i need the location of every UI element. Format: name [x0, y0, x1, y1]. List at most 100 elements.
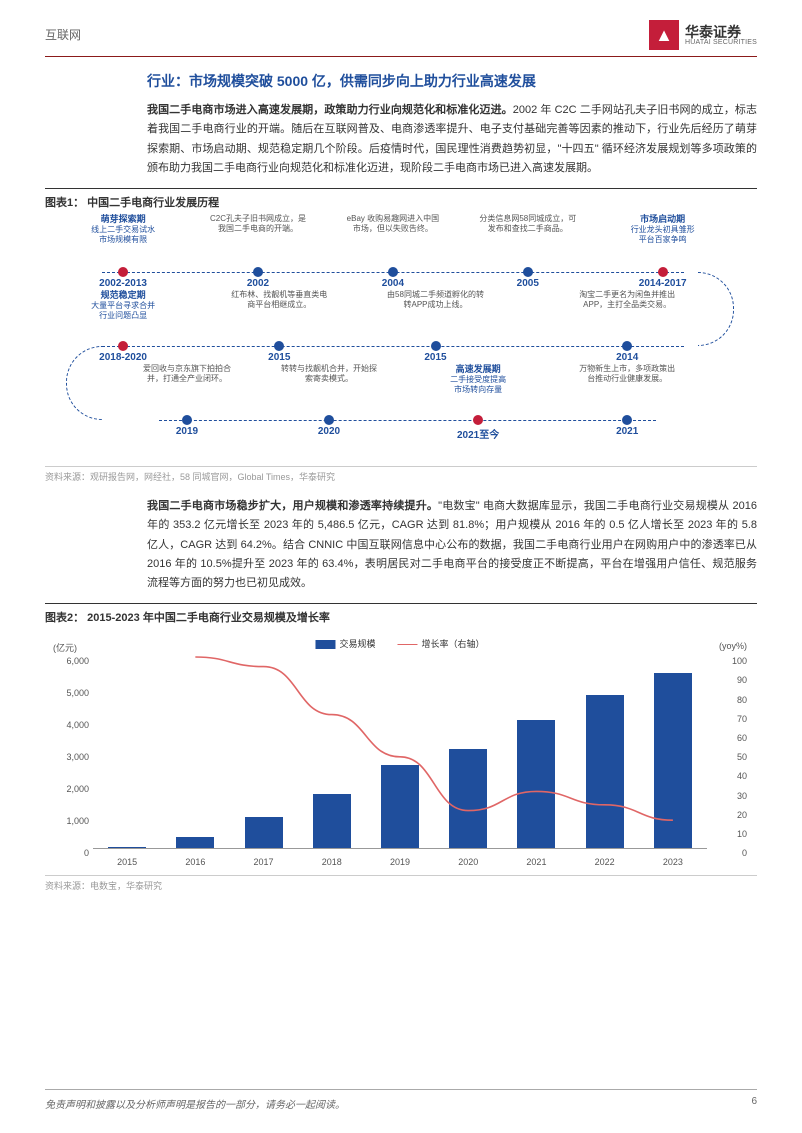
timeline-phase-sub: 线上二手交易试水 [73, 225, 173, 235]
timeline-node: 萌芽探索期线上二手交易试水市场规模有限 [73, 214, 173, 245]
timeline-node: 高速发展期二手接受度提高市场转向存量 [428, 364, 528, 395]
timeline-year-label: 2002 [208, 278, 308, 289]
timeline-year: 2015 [229, 350, 329, 363]
brand-logo: ▲ 华泰证券 HUATAI SECURITIES [649, 20, 757, 50]
x-tick: 2021 [526, 857, 546, 867]
timeline-event-desc: 爱回收与京东旗下拍拍合并，打通全产业闭环。 [137, 364, 237, 385]
legend-bar-label: 交易规模 [339, 639, 375, 649]
chart-bar [654, 673, 692, 849]
timeline-year-label: 2015 [229, 352, 329, 363]
y-right-tick: 100 [711, 656, 747, 666]
x-tick: 2019 [390, 857, 410, 867]
timeline-year-label: 2014-2017 [613, 278, 713, 289]
timeline-node: 淘宝二手更名为闲鱼并推出 APP，主打全品类交易。 [577, 290, 677, 311]
section-title: 行业：市场规模突破 5000 亿，供需同步向上助力行业高速发展 [147, 71, 757, 91]
timeline-node: 红布林、找靓机等垂直类电商平台相继成立。 [229, 290, 329, 311]
chart-bar [176, 837, 214, 848]
y-right-tick: 70 [711, 714, 747, 724]
timeline-year: 2005 [478, 276, 578, 289]
x-tick: 2020 [458, 857, 478, 867]
logo-text-en: HUATAI SECURITIES [685, 39, 757, 46]
x-tick: 2018 [322, 857, 342, 867]
timeline-node: 市场启动期行业龙头初具雏形平台百家争鸣 [613, 214, 713, 245]
chart-bar [517, 720, 555, 848]
chart-bar [108, 847, 146, 849]
timeline-year-label: 2015 [386, 352, 486, 363]
legend-bar-swatch [315, 640, 335, 649]
y-right-tick: 60 [711, 733, 747, 743]
header-category: 互联网 [45, 20, 81, 43]
timeline-phase-title: 规范稳定期 [73, 290, 173, 301]
timeline-year: 2015 [386, 350, 486, 363]
page-header: 互联网 ▲ 华泰证券 HUATAI SECURITIES [45, 20, 757, 57]
timeline-year: 2002 [208, 276, 308, 289]
timeline-node: 由58同城二手频道孵化的转转APP成功上线。 [386, 290, 486, 311]
y-right-tick: 0 [711, 848, 747, 858]
bar-line-chart: (亿元) (yoy%) 交易规模 增长率（右轴） 201520162017201… [45, 633, 755, 873]
timeline-node: 分类信息网58同城成立，可发布和查找二手商品。 [478, 214, 578, 235]
paragraph-2: 我国二手电商市场稳步扩大，用户规模和渗透率持续提升。"电数宝" 电商大数据库显示… [147, 497, 757, 593]
timeline-year: 2014 [577, 350, 677, 363]
page-number: 6 [751, 1096, 757, 1111]
timeline-node: 万物新生上市，多项政策出台推动行业健康发展。 [577, 364, 677, 385]
timeline-year-label: 2018-2020 [73, 352, 173, 363]
y-left-label: (亿元) [53, 641, 77, 654]
timeline-phase-sub: 行业问题凸显 [73, 311, 173, 321]
timeline-year-label: 2005 [478, 278, 578, 289]
fig1-source: 资料来源：观研报告网，网经社，58 同城官网，Global Times，华泰研究 [45, 466, 757, 483]
timeline-event-desc: 淘宝二手更名为闲鱼并推出 APP，主打全品类交易。 [577, 290, 677, 311]
x-tick: 2022 [595, 857, 615, 867]
y-right-tick: 80 [711, 695, 747, 705]
timeline-year-label: 2021 [577, 426, 677, 437]
timeline-year-label: 2020 [279, 426, 379, 437]
y-left-tick: 4,000 [53, 720, 89, 730]
logo-text-cn: 华泰证券 [685, 25, 757, 39]
fig1-title: 图表1： 中国二手电商行业发展历程 [45, 188, 757, 214]
timeline-year: 2014-2017 [613, 276, 713, 289]
timeline-phase-title: 萌芽探索期 [73, 214, 173, 225]
timeline-phase-title: 高速发展期 [428, 364, 528, 375]
paragraph-1: 我国二手电商市场进入高速发展期，政策助力行业向规范化和标准化迈进。2002 年 … [147, 101, 757, 178]
x-tick: 2017 [254, 857, 274, 867]
timeline-event-desc: 红布林、找靓机等垂直类电商平台相继成立。 [229, 290, 329, 311]
y-left-tick: 3,000 [53, 752, 89, 762]
fig2-source: 资料来源：电数宝，华泰研究 [45, 875, 757, 892]
y-right-tick: 50 [711, 752, 747, 762]
timeline-event-desc: eBay 收购易趣网进入中国市场，但以失败告终。 [343, 214, 443, 235]
legend-line-swatch [398, 644, 418, 645]
page-footer: 免责声明和披露以及分析师声明是报告的一部分，请务必一起阅读。 6 [45, 1089, 757, 1111]
timeline-year: 2021 [577, 424, 677, 437]
timeline-year: 2004 [343, 276, 443, 289]
y-left-tick: 5,000 [53, 688, 89, 698]
timeline-event-desc: 分类信息网58同城成立，可发布和查找二手商品。 [478, 214, 578, 235]
timeline-phase-sub: 二手接受度提高 [428, 375, 528, 385]
x-tick: 2023 [663, 857, 683, 867]
fig2-title: 图表2： 2015-2023 年中国二手电商行业交易规模及增长率 [45, 603, 757, 629]
timeline-event-desc: 转转与找靓机合并，开始探索寄卖模式。 [279, 364, 379, 385]
chart-bar [586, 695, 624, 849]
timeline-year-label: 2021至今 [428, 426, 528, 441]
timeline-year: 2021至今 [428, 424, 528, 441]
para2-lead: 我国二手电商市场稳步扩大，用户规模和渗透率持续提升。 [147, 500, 438, 512]
y-right-tick: 20 [711, 810, 747, 820]
footer-disclaimer: 免责声明和披露以及分析师声明是报告的一部分，请务必一起阅读。 [45, 1096, 345, 1111]
y-left-tick: 6,000 [53, 656, 89, 666]
timeline-phase-sub: 行业龙头初具雏形 [613, 225, 713, 235]
x-tick: 2016 [185, 857, 205, 867]
logo-icon: ▲ [649, 20, 679, 50]
y-left-tick: 2,000 [53, 784, 89, 794]
timeline-event-desc: 由58同城二手频道孵化的转转APP成功上线。 [386, 290, 486, 311]
timeline-year: 2019 [137, 424, 237, 437]
timeline-year-label: 2014 [577, 352, 677, 363]
legend-line-label: 增长率（右轴） [422, 639, 485, 649]
timeline-event-desc: 万物新生上市，多项政策出台推动行业健康发展。 [577, 364, 677, 385]
timeline-year: 2002-2013 [73, 276, 173, 289]
chart-bar [381, 765, 419, 848]
timeline-phase-sub: 大量平台寻求合并 [73, 301, 173, 311]
x-tick: 2015 [117, 857, 137, 867]
para2-body: "电数宝" 电商大数据库显示，我国二手电商行业交易规模从 2016 年的 353… [147, 500, 757, 589]
timeline-node: 转转与找靓机合并，开始探索寄卖模式。 [279, 364, 379, 385]
chart-bar [449, 749, 487, 848]
y-right-tick: 90 [711, 675, 747, 685]
timeline-phase-title: 市场启动期 [613, 214, 713, 225]
